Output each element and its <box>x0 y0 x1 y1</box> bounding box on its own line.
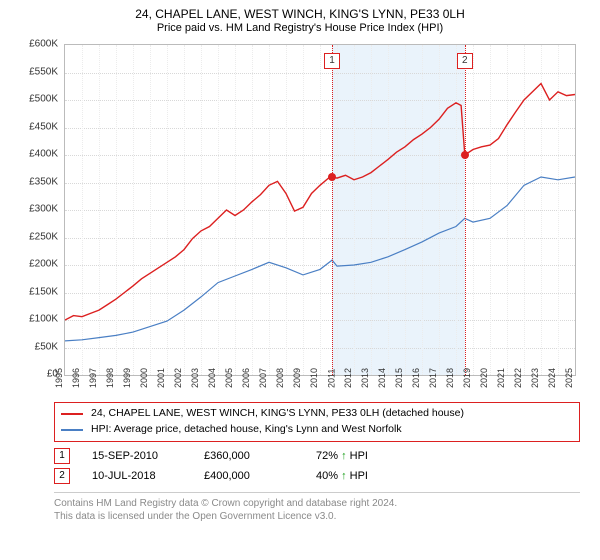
x-axis-label: 2018 <box>445 368 455 388</box>
x-axis-label: 1998 <box>105 368 115 388</box>
legend-label: HPI: Average price, detached house, King… <box>91 422 402 438</box>
sales-table: 1 15-SEP-2010 £360,000 72% ↑ HPI 2 10-JUL-201… <box>54 446 580 486</box>
sale-date: 15-SEP-2010 <box>92 450 182 462</box>
x-axis-label: 2000 <box>139 368 149 388</box>
sale-price: £400,000 <box>204 470 294 482</box>
x-axis-label: 2017 <box>428 368 438 388</box>
x-axis-label: 2014 <box>377 368 387 388</box>
x-axis-label: 2011 <box>326 369 336 388</box>
sale-marker-line <box>465 45 466 375</box>
x-axis-label: 2007 <box>258 368 268 388</box>
x-axis-label: 2016 <box>411 368 421 388</box>
x-axis-label: 2003 <box>190 368 200 388</box>
x-axis-label: 2019 <box>462 368 472 388</box>
legend-box: 24, CHAPEL LANE, WEST WINCH, KING'S LYNN… <box>54 402 580 442</box>
x-axis-label: 2025 <box>564 368 574 388</box>
y-axis-label: £0 <box>20 369 58 380</box>
x-axis-label: 1995 <box>54 368 64 388</box>
x-axis-label: 2001 <box>156 368 166 388</box>
y-axis-label: £400K <box>20 149 58 160</box>
y-axis-label: £300K <box>20 204 58 215</box>
chart-footer: Contains HM Land Registry data © Crown c… <box>54 492 580 524</box>
x-axis-label: 1996 <box>71 368 81 388</box>
x-axis-label: 2020 <box>479 368 489 388</box>
x-axis-label: 2022 <box>513 368 523 388</box>
sale-marker-box: 2 <box>457 53 473 69</box>
y-axis-label: £550K <box>20 66 58 77</box>
y-axis-label: £450K <box>20 121 58 132</box>
chart-card: 24, CHAPEL LANE, WEST WINCH, KING'S LYNN… <box>0 0 600 560</box>
legend-swatch <box>61 429 83 431</box>
sale-price: £360,000 <box>204 450 294 462</box>
plot-area: 12 <box>64 44 576 376</box>
sale-row: 1 15-SEP-2010 £360,000 72% ↑ HPI <box>54 446 580 466</box>
sale-date: 10-JUL-2018 <box>92 470 182 482</box>
x-axis-label: 2015 <box>394 368 404 388</box>
y-axis-label: £600K <box>20 39 58 50</box>
x-axis-label: 2009 <box>292 368 302 388</box>
y-axis-label: £350K <box>20 176 58 187</box>
y-axis-label: £500K <box>20 94 58 105</box>
sale-marker-dot <box>328 173 336 181</box>
x-axis-label: 2008 <box>275 368 285 388</box>
y-axis-label: £100K <box>20 314 58 325</box>
x-axis-label: 2005 <box>224 368 234 388</box>
footer-line: Contains HM Land Registry data © Crown c… <box>54 497 580 511</box>
sale-pct: 72% ↑ HPI <box>316 450 406 462</box>
x-axis-label: 2012 <box>343 368 353 388</box>
legend-item: HPI: Average price, detached house, King… <box>61 422 573 438</box>
footer-line: This data is licensed under the Open Gov… <box>54 510 580 524</box>
x-axis-label: 2004 <box>207 368 217 388</box>
x-axis-label: 1997 <box>88 368 98 388</box>
x-axis-label: 2023 <box>530 368 540 388</box>
x-axis-label: 2021 <box>496 368 506 388</box>
sale-marker-box: 1 <box>324 53 340 69</box>
sale-row: 2 10-JUL-2018 £400,000 40% ↑ HPI <box>54 466 580 486</box>
arrow-up-icon: ↑ <box>341 450 347 462</box>
y-axis-label: £50K <box>20 341 58 352</box>
x-axis-label: 2010 <box>309 368 319 388</box>
sale-pct: 40% ↑ HPI <box>316 470 406 482</box>
sale-num-box: 1 <box>54 448 70 464</box>
sale-marker-dot <box>461 151 469 159</box>
y-axis-label: £200K <box>20 259 58 270</box>
x-axis-label: 1999 <box>122 368 132 388</box>
sale-marker-line <box>332 45 333 375</box>
y-axis-label: £250K <box>20 231 58 242</box>
chart-subtitle: Price paid vs. HM Land Registry's House … <box>10 22 590 34</box>
y-axis-label: £150K <box>20 286 58 297</box>
x-axis-label: 2006 <box>241 368 251 388</box>
legend-item: 24, CHAPEL LANE, WEST WINCH, KING'S LYNN… <box>61 406 573 422</box>
series-line <box>65 84 575 321</box>
x-axis-label: 2002 <box>173 368 183 388</box>
series-line <box>65 177 575 341</box>
sale-num-box: 2 <box>54 468 70 484</box>
chart-title: 24, CHAPEL LANE, WEST WINCH, KING'S LYNN… <box>10 6 590 22</box>
chart-plot: 12 £0£50K£100K£150K£200K£250K£300K£350K£… <box>20 38 580 396</box>
series-svg <box>65 45 575 375</box>
legend-label: 24, CHAPEL LANE, WEST WINCH, KING'S LYNN… <box>91 406 464 422</box>
x-axis-label: 2024 <box>547 368 557 388</box>
x-axis-label: 2013 <box>360 368 370 388</box>
arrow-up-icon: ↑ <box>341 470 347 482</box>
legend-swatch <box>61 413 83 415</box>
